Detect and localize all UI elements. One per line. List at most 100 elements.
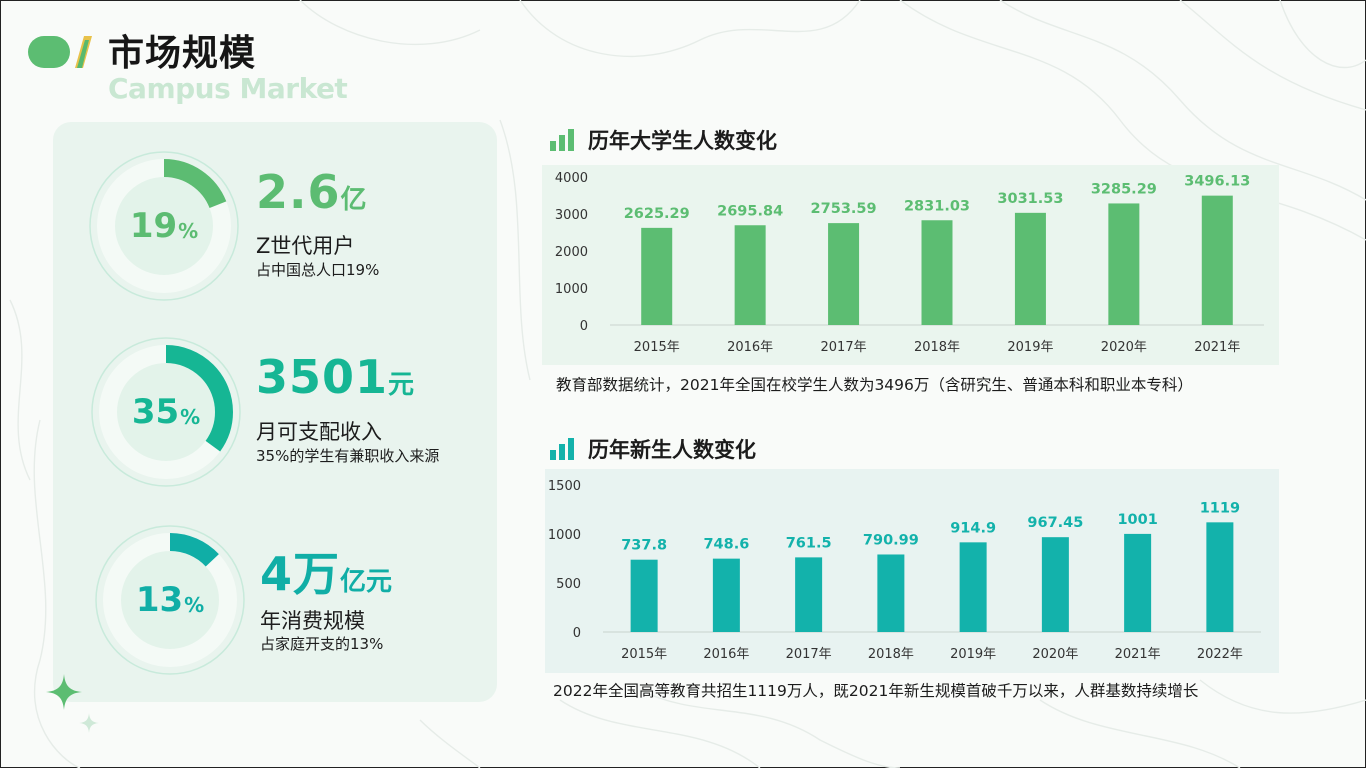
bar (877, 554, 905, 632)
stat-value-consumption: 4万亿元 (260, 538, 392, 604)
stat-value-unit: 亿元 (340, 567, 393, 597)
x-tick-label: 2018年 (914, 340, 960, 355)
y-tick-label: 0 (580, 319, 588, 334)
x-tick-label: 2020年 (1032, 647, 1078, 662)
bar (1124, 533, 1152, 632)
chart-heading-text: 历年大学生人数变化 (588, 129, 777, 153)
stat-value-income: 3501元 (256, 350, 414, 404)
stat-value-number: 3501 (256, 350, 389, 404)
bar-chart-icon (550, 129, 574, 151)
stat-value-unit: 元 (388, 370, 415, 400)
x-tick-label: 2018年 (868, 647, 914, 662)
stat-percent: 13% (94, 524, 246, 676)
x-tick-label: 2020年 (1101, 340, 1147, 355)
bar (1041, 537, 1069, 632)
x-tick-label: 2017年 (786, 647, 832, 662)
data-label: 3285.29 (1091, 181, 1157, 197)
ring-progress-arc (97, 159, 231, 293)
brand-logo-icon (28, 36, 92, 68)
bar (795, 557, 823, 632)
chart-students: 0 1000 2000 3000 4000 2625.29 2015年 2695.84 2016… (542, 165, 1279, 365)
x-tick-label: 2015年 (621, 647, 667, 662)
chart-freshmen: 0 500 1000 1500 737.8 2015年 748.6 2016年 761.5 201… (545, 469, 1279, 673)
ring-progress-arc (103, 533, 237, 667)
data-label: 737.8 (621, 538, 667, 554)
ring-inner-fill (106, 168, 222, 284)
y-tick-label: 3000 (555, 208, 588, 223)
x-tick-label: 2021年 (1194, 340, 1240, 355)
stat-description: 占家庭开支的13% (260, 635, 384, 653)
stat-title: 月可支配收入 (256, 420, 382, 444)
stat-description: 占中国总人口19% (256, 261, 380, 279)
stat-ring-consumption: 13% (94, 524, 246, 676)
chart-background (545, 469, 1279, 673)
x-tick-label: 2015年 (634, 340, 680, 355)
stat-title: Z世代用户 (256, 234, 355, 258)
stat-percent-sign: % (184, 593, 205, 617)
stat-percent-value: 13 (135, 580, 184, 620)
x-tick-label: 2019年 (950, 647, 996, 662)
x-tick-label: 2021年 (1115, 647, 1161, 662)
data-label: 1001 (1117, 512, 1157, 528)
stat-value-unit: 亿 (340, 185, 367, 215)
bar (828, 223, 860, 325)
stat-percent: 35% (90, 336, 242, 488)
y-tick-label: 1000 (548, 528, 581, 543)
stat-title: 年消费规模 (260, 609, 365, 633)
ring-progress-arc (99, 345, 233, 479)
x-tick-label: 2016年 (727, 340, 773, 355)
stat-value-z-generation: 2.6亿 (256, 165, 367, 219)
ring-inner-fill (108, 354, 224, 470)
stat-percent-value: 19 (129, 206, 178, 246)
bar (1014, 212, 1046, 325)
bar (1108, 203, 1140, 325)
data-label: 748.6 (703, 537, 749, 553)
page-subtitle: Campus Market (108, 72, 348, 105)
chart-heading-text: 历年新生人数变化 (588, 438, 756, 462)
data-label: 761.5 (786, 535, 832, 551)
bar (641, 227, 673, 325)
chart-heading-freshmen: 历年新生人数变化 (550, 434, 756, 464)
data-label: 2831.03 (904, 198, 970, 214)
bar (712, 558, 740, 632)
y-tick-label: 2000 (555, 245, 588, 260)
page-title: 市场规模 (108, 33, 257, 74)
y-tick-label: 4000 (555, 171, 588, 186)
y-tick-label: 500 (556, 577, 581, 592)
chart-caption-students: 教育部数据统计，2021年全国在校学生人数为3496万（含研究生、普通本科和职业… (556, 376, 1193, 394)
stat-ring-income: 35% (90, 336, 242, 488)
data-label: 1119 (1200, 500, 1240, 516)
bar (630, 559, 658, 632)
data-label: 3031.53 (997, 191, 1063, 207)
bar (959, 542, 987, 632)
progress-ring (89, 151, 239, 301)
stat-percent-sign: % (178, 219, 199, 243)
stat-value-number: 2.6 (256, 165, 341, 219)
x-tick-label: 2019年 (1007, 340, 1053, 355)
bar-chart-icon (550, 438, 574, 460)
bar (734, 225, 766, 325)
x-tick-label: 2017年 (821, 340, 867, 355)
progress-ring (95, 525, 245, 675)
data-label: 2753.59 (811, 201, 877, 217)
x-tick-label: 2016年 (703, 647, 749, 662)
sparkle-icon (46, 674, 82, 710)
data-label: 790.99 (863, 532, 919, 548)
data-label: 2695.84 (717, 203, 783, 219)
y-tick-label: 1000 (555, 282, 588, 297)
stat-description: 35%的学生有兼职收入来源 (256, 447, 440, 465)
ring-inner-fill (112, 542, 228, 658)
data-label: 2625.29 (624, 206, 690, 222)
progress-ring (91, 337, 241, 487)
bar (1201, 195, 1233, 325)
bar (921, 220, 953, 325)
data-label: 967.45 (1027, 515, 1083, 531)
sparkle-small-icon (79, 713, 99, 733)
y-tick-label: 0 (573, 626, 581, 641)
stat-percent-sign: % (180, 405, 201, 429)
chart-caption-freshmen: 2022年全国高等教育共招生1119万人，既2021年新生规模首破千万以来，人群… (553, 682, 1199, 700)
data-label: 914.9 (950, 520, 996, 536)
ring-outer-border (91, 337, 241, 487)
stat-percent-value: 35 (131, 392, 180, 432)
stat-value-number: 4万 (260, 547, 341, 601)
